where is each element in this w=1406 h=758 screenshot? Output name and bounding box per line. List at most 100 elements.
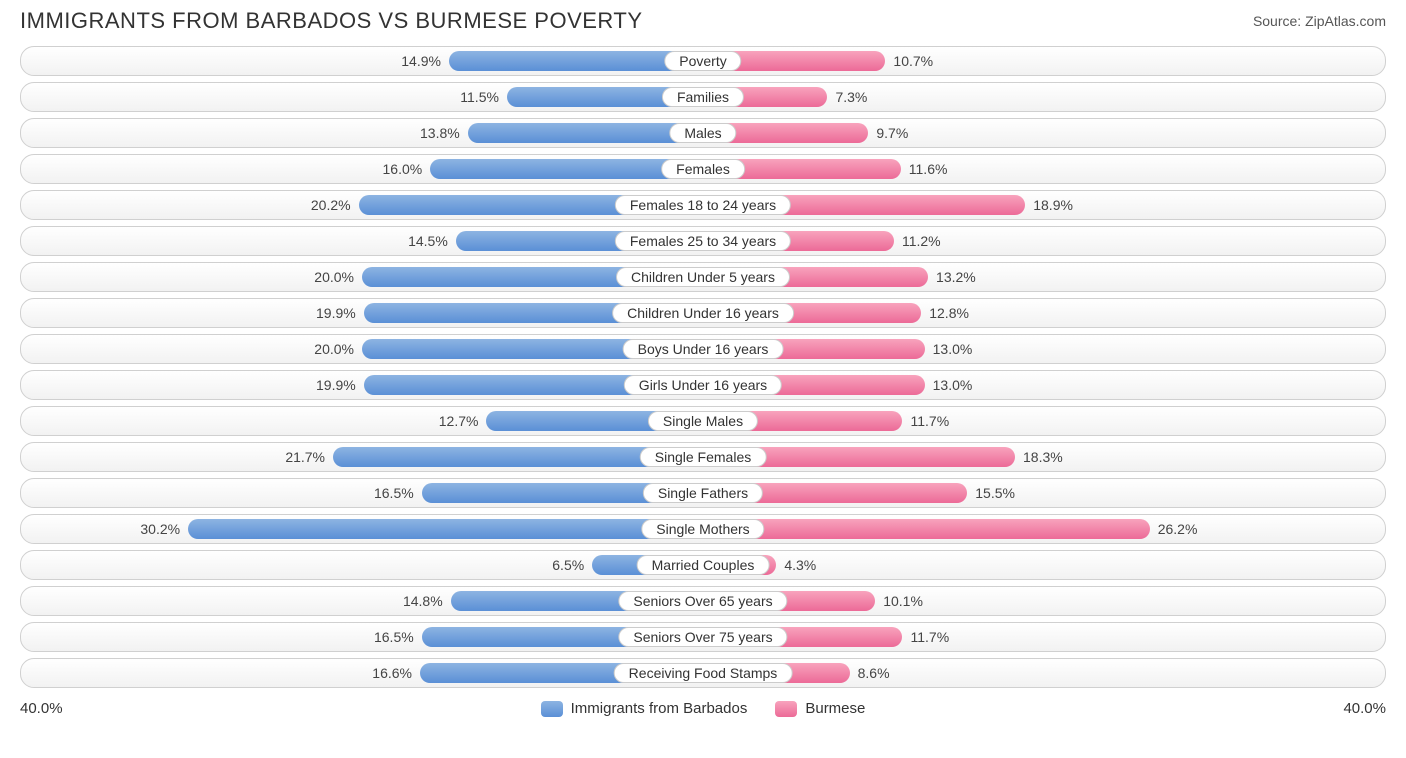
value-label-left: 12.7% [439, 413, 479, 429]
chart-row: 19.9% 12.8% Children Under 16 years [20, 298, 1386, 328]
legend-item-right: Burmese [775, 700, 865, 717]
source-link[interactable]: ZipAtlas.com [1305, 13, 1386, 29]
chart-row: 16.6% 8.6% Receiving Food Stamps [20, 658, 1386, 688]
chart-row: 21.7% 18.3% Single Females [20, 442, 1386, 472]
value-label-left: 13.8% [420, 125, 460, 141]
row-half-right: 4.3% [703, 551, 1385, 579]
row-half-right: 10.7% [703, 47, 1385, 75]
row-half-right: 13.0% [703, 371, 1385, 399]
value-label-left: 16.6% [372, 665, 412, 681]
value-label-right: 11.7% [910, 413, 949, 429]
value-label-right: 18.9% [1033, 197, 1073, 213]
chart-row: 16.5% 11.7% Seniors Over 75 years [20, 622, 1386, 652]
category-label: Receiving Food Stamps [614, 663, 793, 683]
row-half-right: 13.0% [703, 335, 1385, 363]
legend-swatch-left [541, 701, 563, 717]
axis-max-right: 40.0% [1343, 700, 1386, 717]
category-label: Single Females [640, 447, 767, 467]
chart-area: 14.9% 10.7% Poverty 11.5% 7.3% Families 13.8% 9… [0, 46, 1406, 688]
value-label-right: 12.8% [929, 305, 969, 321]
value-label-right: 11.7% [910, 629, 949, 645]
row-half-right: 12.8% [703, 299, 1385, 327]
axis-max-left: 40.0% [20, 700, 63, 717]
row-half-right: 10.1% [703, 587, 1385, 615]
value-label-left: 11.5% [460, 89, 499, 105]
row-half-right: 11.7% [703, 623, 1385, 651]
chart-row: 11.5% 7.3% Families [20, 82, 1386, 112]
row-half-right: 18.9% [703, 191, 1385, 219]
value-label-right: 13.0% [933, 341, 973, 357]
value-label-right: 13.0% [933, 377, 973, 393]
value-label-left: 30.2% [140, 521, 180, 537]
bar-left [188, 519, 703, 539]
value-label-right: 11.2% [902, 233, 941, 249]
value-label-left: 20.0% [314, 269, 354, 285]
legend-label-right: Burmese [805, 700, 865, 717]
row-half-right: 13.2% [703, 263, 1385, 291]
bar-right [703, 519, 1150, 539]
value-label-right: 26.2% [1158, 521, 1198, 537]
row-half-left: 20.0% [21, 335, 703, 363]
row-half-left: 21.7% [21, 443, 703, 471]
chart-title: IMMIGRANTS FROM BARBADOS VS BURMESE POVE… [20, 8, 643, 34]
chart-row: 13.8% 9.7% Males [20, 118, 1386, 148]
row-half-right: 26.2% [703, 515, 1385, 543]
value-label-left: 19.9% [316, 305, 356, 321]
value-label-left: 16.5% [374, 629, 414, 645]
value-label-left: 6.5% [552, 557, 584, 573]
row-half-left: 19.9% [21, 299, 703, 327]
category-label: Families [662, 87, 744, 107]
legend-swatch-right [775, 701, 797, 717]
chart-row: 20.0% 13.2%Children Under 5 years [20, 262, 1386, 292]
category-label: Seniors Over 75 years [618, 627, 787, 647]
value-label-right: 9.7% [876, 125, 908, 141]
chart-header: IMMIGRANTS FROM BARBADOS VS BURMESE POVE… [0, 0, 1406, 46]
row-half-right: 7.3% [703, 83, 1385, 111]
value-label-left: 14.8% [403, 593, 443, 609]
value-label-right: 4.3% [784, 557, 816, 573]
category-label: Children Under 16 years [612, 303, 794, 323]
value-label-right: 18.3% [1023, 449, 1063, 465]
value-label-left: 16.0% [383, 161, 423, 177]
category-label: Poverty [664, 51, 741, 71]
category-label: Males [669, 123, 736, 143]
chart-row: 14.9% 10.7% Poverty [20, 46, 1386, 76]
row-half-left: 6.5% [21, 551, 703, 579]
bar-left [468, 123, 703, 143]
category-label: Girls Under 16 years [624, 375, 782, 395]
chart-row: 6.5%4.3%Married Couples [20, 550, 1386, 580]
row-half-right: 11.6% [703, 155, 1385, 183]
value-label-right: 8.6% [858, 665, 890, 681]
row-half-right: 8.6% [703, 659, 1385, 687]
row-half-left: 20.2% [21, 191, 703, 219]
source-prefix: Source: [1253, 13, 1305, 29]
category-label: Females 18 to 24 years [615, 195, 791, 215]
chart-row: 20.2% 18.9% Females 18 to 24 years [20, 190, 1386, 220]
row-half-left: 11.5% [21, 83, 703, 111]
chart-row: 12.7%11.7%Single Males [20, 406, 1386, 436]
row-half-left: 14.9% [21, 47, 703, 75]
value-label-right: 15.5% [975, 485, 1015, 501]
chart-row: 20.0%13.0%Boys Under 16 years [20, 334, 1386, 364]
value-label-right: 7.3% [835, 89, 867, 105]
chart-row: 16.0% 11.6%Females [20, 154, 1386, 184]
category-label: Females [661, 159, 745, 179]
row-half-left: 12.7% [21, 407, 703, 435]
category-label: Single Fathers [643, 483, 763, 503]
chart-source: Source: ZipAtlas.com [1253, 13, 1386, 29]
category-label: Single Mothers [641, 519, 764, 539]
category-label: Children Under 5 years [616, 267, 790, 287]
row-half-left: 14.5% [21, 227, 703, 255]
value-label-left: 14.9% [401, 53, 441, 69]
chart-row: 14.5%11.2%Females 25 to 34 years [20, 226, 1386, 256]
row-half-left: 30.2% [21, 515, 703, 543]
row-half-right: 18.3% [703, 443, 1385, 471]
chart-row: 19.9%13.0%Girls Under 16 years [20, 370, 1386, 400]
legend: Immigrants from Barbados Burmese [541, 700, 866, 717]
value-label-left: 14.5% [408, 233, 448, 249]
row-half-left: 20.0% [21, 263, 703, 291]
row-half-right: 9.7% [703, 119, 1385, 147]
row-half-left: 14.8% [21, 587, 703, 615]
value-label-right: 10.7% [893, 53, 933, 69]
legend-item-left: Immigrants from Barbados [541, 700, 748, 717]
